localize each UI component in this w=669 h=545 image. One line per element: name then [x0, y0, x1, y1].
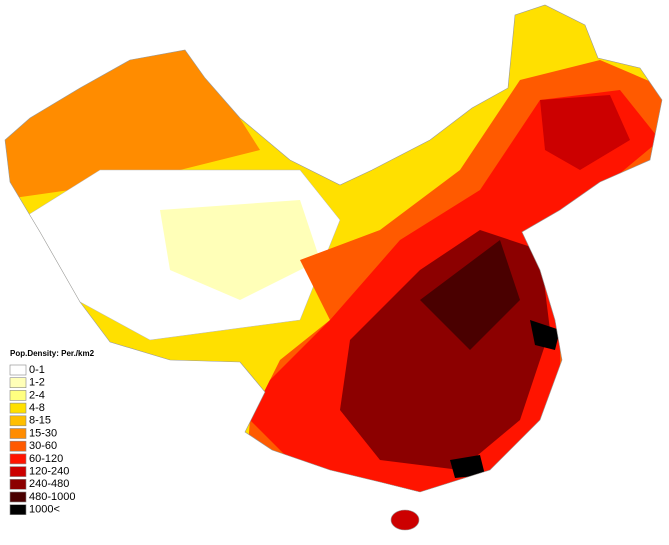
legend-swatch [9, 377, 27, 389]
legend-swatch [9, 478, 27, 490]
legend: Pop.Density: Per./km2 0-11-22-44-88-1515… [9, 349, 95, 516]
legend-label: 480-1000 [29, 491, 76, 503]
legend-label: 30-60 [29, 440, 57, 452]
legend-label: 240-480 [29, 478, 69, 490]
legend-swatch [9, 364, 27, 376]
legend-swatch [9, 415, 27, 427]
legend-label: 15-30 [29, 427, 57, 439]
border [4, 4, 663, 493]
legend-label: 1000< [29, 504, 60, 516]
legend-swatch [9, 428, 27, 439]
legend-swatch [9, 402, 27, 414]
legend-swatch [9, 466, 27, 477]
legend-label: 0-1 [29, 364, 45, 376]
legend-label: 120-240 [29, 466, 69, 478]
legend-swatch [9, 390, 27, 401]
legend-label: 2-4 [29, 389, 45, 401]
legend-label: 8-15 [29, 415, 51, 427]
legend-label: 1-2 [29, 377, 45, 389]
legend-swatch [9, 453, 27, 465]
legend-swatch [9, 491, 27, 503]
legend-title: Pop.Density: Per./km2 [10, 349, 95, 358]
legend-swatch [9, 440, 27, 452]
legend-label: 60-120 [29, 453, 63, 465]
legend-swatch [9, 504, 27, 516]
hainan [390, 509, 420, 531]
legend-label: 4-8 [29, 402, 45, 414]
